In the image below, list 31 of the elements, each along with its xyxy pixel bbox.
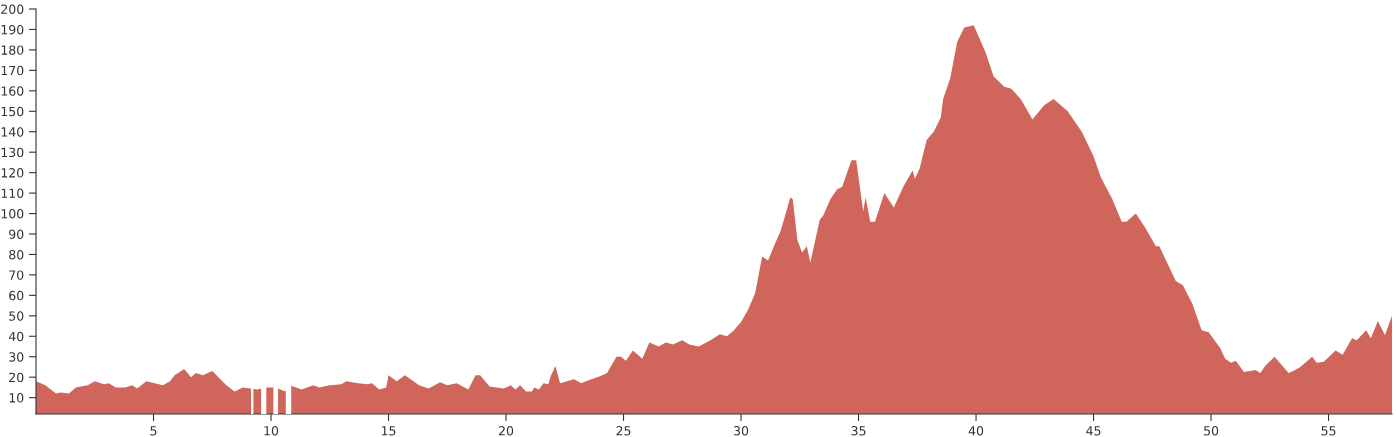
y-tick-label: 200 xyxy=(1,4,24,14)
y-tick-label: 170 xyxy=(1,65,24,76)
y-tick-label: 100 xyxy=(1,209,24,219)
x-tick-label: 55 xyxy=(1321,426,1336,436)
y-tick-label: 50 xyxy=(9,311,24,321)
x-tick-label: 35 xyxy=(851,426,866,436)
x-tick-label: 5 xyxy=(150,426,157,436)
y-tick-label: 120 xyxy=(1,168,24,178)
x-tick-label: 40 xyxy=(968,426,984,436)
y-tick-label: 150 xyxy=(1,106,24,117)
y-tick-label: 10 xyxy=(9,393,24,403)
y-tick-label: 90 xyxy=(9,229,24,239)
y-tick-label: 70 xyxy=(9,270,24,280)
y-tick-label: 20 xyxy=(9,372,24,383)
x-tick-label: 30 xyxy=(734,426,749,436)
y-tick-label: 40 xyxy=(8,331,24,342)
y-tick-label: 110 xyxy=(1,188,24,199)
x-tick-label: 50 xyxy=(1204,426,1219,436)
y-tick-label: 80 xyxy=(9,249,24,260)
y-tick-label: 30 xyxy=(9,352,24,362)
x-tick-label: 20 xyxy=(498,426,514,436)
x-tick-label: 45 xyxy=(1086,426,1101,436)
y-tick-label: 180 xyxy=(1,45,24,55)
y-tick-label: 130 xyxy=(1,147,24,158)
y-tick-label: 190 xyxy=(1,24,24,35)
y-tick-label: 160 xyxy=(1,86,24,96)
y-tick-label: 140 xyxy=(1,127,24,137)
x-tick-label: 10 xyxy=(264,426,279,436)
y-tick-label: 60 xyxy=(9,290,24,301)
x-tick-label: 25 xyxy=(616,426,631,436)
x-tick-label: 15 xyxy=(381,426,396,436)
